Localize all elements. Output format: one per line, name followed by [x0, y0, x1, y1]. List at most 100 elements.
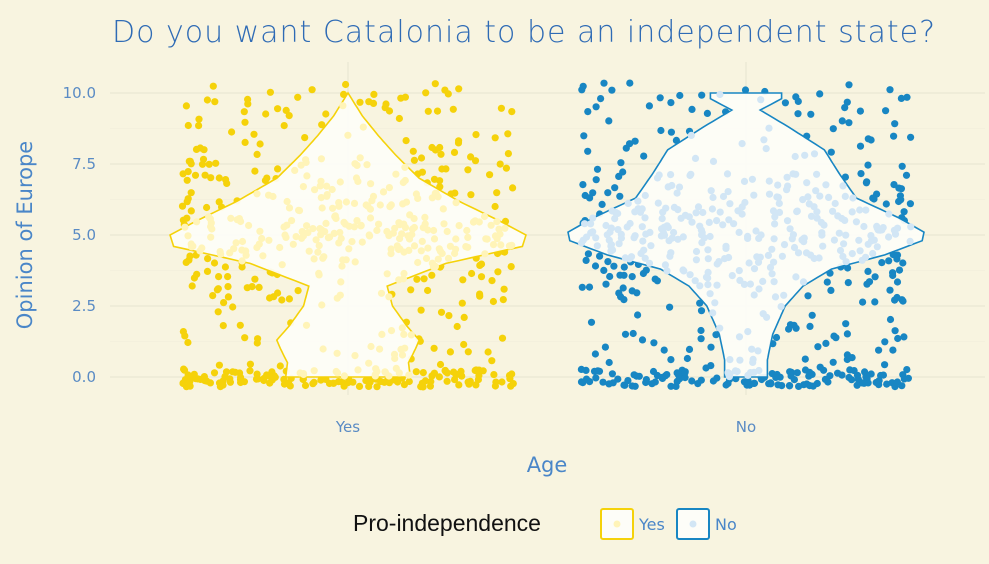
- data-point: [431, 189, 439, 197]
- data-point: [179, 379, 187, 387]
- data-point: [353, 217, 361, 225]
- data-point: [660, 346, 668, 354]
- data-point: [331, 212, 339, 220]
- data-point: [709, 193, 717, 202]
- data-point: [336, 178, 344, 186]
- data-point: [251, 167, 259, 175]
- data-point: [246, 367, 254, 375]
- data-point: [430, 235, 439, 243]
- data-point: [829, 207, 837, 215]
- data-point: [251, 275, 259, 283]
- data-point: [852, 218, 861, 226]
- data-point: [582, 233, 591, 241]
- data-point: [401, 344, 409, 352]
- data-point: [356, 154, 364, 162]
- data-point: [881, 338, 889, 346]
- data-point: [443, 227, 451, 236]
- data-point: [599, 378, 607, 386]
- data-point: [493, 235, 501, 243]
- data-point: [463, 226, 471, 235]
- data-point: [303, 172, 311, 180]
- data-point: [634, 311, 642, 319]
- legend-label-no: No: [715, 515, 737, 534]
- data-point: [638, 223, 646, 231]
- data-point: [735, 228, 743, 236]
- data-point: [635, 372, 643, 380]
- data-point: [315, 271, 323, 279]
- data-point: [604, 189, 612, 197]
- data-point: [862, 179, 871, 187]
- data-point: [498, 334, 507, 342]
- data-point: [799, 278, 808, 286]
- x-tick-label: Yes: [335, 418, 360, 436]
- data-point: [490, 371, 498, 379]
- data-point: [207, 223, 215, 231]
- data-point: [881, 361, 889, 369]
- data-point: [871, 298, 879, 306]
- data-point: [328, 185, 336, 194]
- chart-title: Do you want Catalonia to be an independe…: [112, 15, 936, 50]
- data-point: [477, 273, 486, 281]
- data-point: [224, 283, 232, 291]
- data-point: [260, 374, 268, 383]
- data-point: [505, 242, 513, 250]
- data-point: [645, 102, 654, 110]
- data-point: [674, 371, 683, 379]
- data-point: [804, 193, 812, 201]
- data-point: [891, 327, 899, 335]
- data-point: [792, 273, 800, 281]
- data-point: [387, 245, 395, 253]
- data-point: [195, 115, 203, 123]
- data-point: [651, 378, 659, 386]
- data-point: [885, 233, 893, 241]
- data-point: [226, 378, 234, 386]
- data-point: [864, 267, 872, 275]
- data-point: [906, 200, 915, 208]
- data-point: [421, 213, 429, 221]
- data-point: [775, 199, 783, 207]
- data-point: [407, 286, 415, 294]
- data-point: [398, 324, 406, 332]
- data-point: [593, 165, 602, 173]
- data-point: [793, 369, 801, 377]
- data-point: [274, 105, 282, 113]
- data-point: [408, 225, 417, 233]
- data-point: [244, 95, 252, 103]
- data-point: [722, 381, 730, 389]
- data-point: [738, 140, 746, 148]
- data-point: [740, 280, 749, 288]
- data-point: [241, 138, 249, 146]
- data-point: [299, 232, 307, 240]
- y-tick-label: 10.0: [63, 84, 96, 102]
- data-point: [395, 114, 403, 123]
- data-point: [391, 354, 399, 363]
- data-point: [195, 122, 203, 130]
- data-point: [577, 365, 586, 373]
- legend-item-yes: Yes: [600, 508, 665, 540]
- data-point: [316, 182, 324, 190]
- data-point: [812, 187, 820, 195]
- data-point: [702, 364, 710, 372]
- data-point: [462, 243, 470, 251]
- data-point: [670, 203, 679, 211]
- data-point: [858, 256, 866, 264]
- data-point: [862, 206, 870, 214]
- data-point: [489, 241, 498, 249]
- data-point: [227, 214, 235, 222]
- data-point: [464, 233, 472, 241]
- data-point: [726, 356, 734, 364]
- data-point: [437, 150, 445, 158]
- data-point: [243, 284, 251, 292]
- data-point: [261, 176, 269, 185]
- data-point: [633, 289, 641, 297]
- data-point: [728, 272, 736, 280]
- data-point: [808, 311, 816, 319]
- data-point: [236, 321, 244, 329]
- data-point: [445, 312, 453, 320]
- data-point: [856, 142, 865, 150]
- y-tick-label: 5.0: [72, 226, 96, 244]
- data-point: [745, 259, 753, 267]
- data-point: [198, 160, 207, 168]
- data-point: [419, 369, 427, 377]
- data-point: [424, 244, 432, 252]
